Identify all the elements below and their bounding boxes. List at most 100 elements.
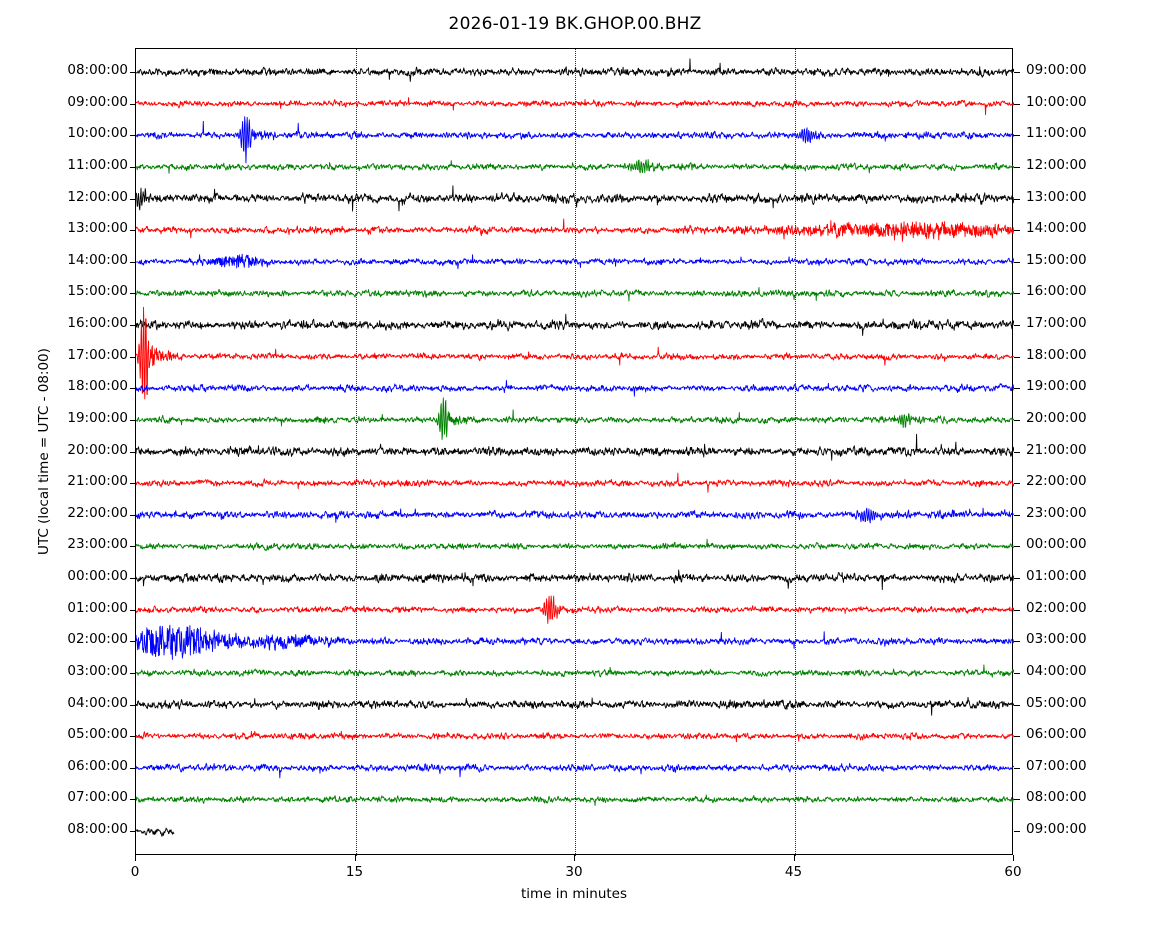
y-tick-mark-right (1014, 293, 1020, 295)
y-tick-mark-left (130, 483, 136, 485)
x-tick-label: 30 (565, 864, 583, 880)
y-tick-mark-left (130, 419, 136, 421)
y-tick-label-left: 10:00:00 (67, 125, 128, 142)
y-tick-label-right: 15:00:00 (1026, 251, 1087, 268)
x-tick-mark (135, 855, 136, 861)
y-tick-label-left: 14:00:00 (67, 251, 128, 268)
y-tick-mark-left (130, 514, 136, 516)
gridline-vertical (575, 49, 576, 856)
y-tick-mark-left (130, 261, 136, 263)
y-tick-label-right: 10:00:00 (1026, 93, 1087, 110)
y-tick-label-right: 06:00:00 (1026, 726, 1087, 743)
y-tick-mark-right (1014, 451, 1020, 453)
x-tick-mark (574, 855, 575, 861)
y-tick-label-left: 06:00:00 (67, 757, 128, 774)
y-tick-label-left: 21:00:00 (67, 473, 128, 490)
y-tick-mark-left (130, 293, 136, 295)
x-tick-label: 15 (345, 864, 364, 880)
y-tick-label-right: 08:00:00 (1026, 789, 1087, 806)
y-tick-label-right: 21:00:00 (1026, 441, 1087, 458)
y-tick-mark-right (1014, 103, 1020, 105)
y-tick-label-right: 16:00:00 (1026, 283, 1087, 300)
y-tick-mark-right (1014, 72, 1020, 73)
y-tick-label-left: 16:00:00 (67, 315, 128, 331)
y-tick-mark-right (1014, 736, 1020, 738)
y-tick-label-right: 20:00:00 (1026, 409, 1087, 426)
y-tick-label-right: 09:00:00 (1026, 821, 1087, 837)
x-tick-mark (354, 855, 356, 861)
y-tick-label-left: 22:00:00 (67, 504, 128, 521)
y-tick-mark-left (130, 103, 136, 105)
y-tick-label-right: 00:00:00 (1026, 536, 1087, 553)
y-tick-label-right: 22:00:00 (1026, 473, 1087, 490)
y-tick-mark-left (130, 799, 136, 801)
y-tick-label-right: 23:00:00 (1026, 504, 1087, 521)
y-tick-mark-right (1014, 641, 1020, 643)
y-tick-label-right: 12:00:00 (1026, 156, 1087, 173)
y-tick-label-right: 09:00:00 (1026, 62, 1087, 78)
plot-area (130, 48, 1020, 856)
y-tick-mark-right (1014, 325, 1020, 326)
y-tick-mark-left (130, 641, 136, 643)
y-tick-label-left: 04:00:00 (67, 694, 128, 711)
x-tick-label: 0 (130, 864, 140, 880)
y-axis-title: UTC (local time = UTC - 08:00) (36, 348, 52, 555)
y-tick-mark-left (130, 831, 136, 832)
y-tick-mark-right (1014, 483, 1020, 485)
y-tick-mark-left (130, 356, 136, 358)
y-tick-mark-right (1014, 230, 1020, 232)
y-tick-label-right: 14:00:00 (1026, 220, 1087, 237)
x-tick-label: 45 (784, 864, 803, 880)
y-tick-mark-right (1014, 166, 1020, 168)
y-tick-label-right: 03:00:00 (1026, 631, 1087, 648)
y-tick-mark-right (1014, 356, 1020, 358)
chart-title: 2026-01-19 BK.GHOP.00.BHZ (448, 14, 702, 34)
y-tick-mark-left (130, 72, 136, 73)
x-tick-label: 60 (1004, 864, 1022, 880)
y-tick-mark-right (1014, 198, 1020, 200)
y-tick-mark-left (130, 388, 136, 390)
y-tick-mark-left (130, 546, 136, 548)
y-tick-mark-right (1014, 672, 1020, 674)
y-tick-mark-left (130, 166, 136, 168)
y-tick-mark-right (1014, 767, 1020, 769)
x-axis-title: time in minutes (520, 886, 628, 902)
y-tick-label-left: 02:00:00 (67, 631, 128, 648)
y-tick-mark-right (1014, 799, 1020, 801)
y-tick-label-left: 12:00:00 (67, 188, 128, 205)
y-tick-mark-left (130, 767, 136, 769)
y-tick-mark-left (130, 609, 136, 611)
y-tick-label-left: 19:00:00 (67, 409, 128, 426)
y-tick-label-right: 05:00:00 (1026, 694, 1087, 711)
y-tick-mark-right (1014, 578, 1020, 579)
y-tick-label-right: 17:00:00 (1026, 315, 1087, 331)
y-tick-mark-right (1014, 704, 1020, 706)
trace-hour-08 (136, 827, 175, 837)
y-tick-label-left: 00:00:00 (67, 568, 128, 584)
y-tick-mark-left (130, 451, 136, 453)
y-tick-label-left: 03:00:00 (67, 662, 128, 679)
y-tick-label-left: 11:00:00 (67, 156, 128, 173)
y-tick-mark-left (130, 578, 136, 579)
y-tick-mark-left (130, 198, 136, 200)
y-tick-label-left: 08:00:00 (67, 62, 128, 78)
y-tick-label-right: 07:00:00 (1026, 757, 1087, 774)
y-tick-label-right: 11:00:00 (1026, 125, 1087, 142)
y-tick-label-left: 18:00:00 (67, 378, 128, 395)
y-tick-label-right: 19:00:00 (1026, 378, 1087, 395)
y-tick-mark-left (130, 230, 136, 232)
y-tick-label-right: 01:00:00 (1026, 568, 1087, 584)
y-tick-label-left: 07:00:00 (67, 789, 128, 806)
y-tick-mark-left (130, 704, 136, 706)
y-tick-mark-left (130, 325, 136, 326)
y-tick-mark-right (1014, 546, 1020, 548)
y-tick-mark-right (1014, 609, 1020, 611)
y-tick-label-right: 02:00:00 (1026, 599, 1087, 616)
y-tick-mark-right (1014, 135, 1020, 137)
x-tick-mark (1013, 855, 1014, 861)
y-tick-mark-right (1014, 388, 1020, 390)
y-tick-mark-left (130, 672, 136, 674)
y-tick-label-left: 01:00:00 (67, 599, 128, 616)
y-tick-label-left: 23:00:00 (67, 536, 128, 553)
